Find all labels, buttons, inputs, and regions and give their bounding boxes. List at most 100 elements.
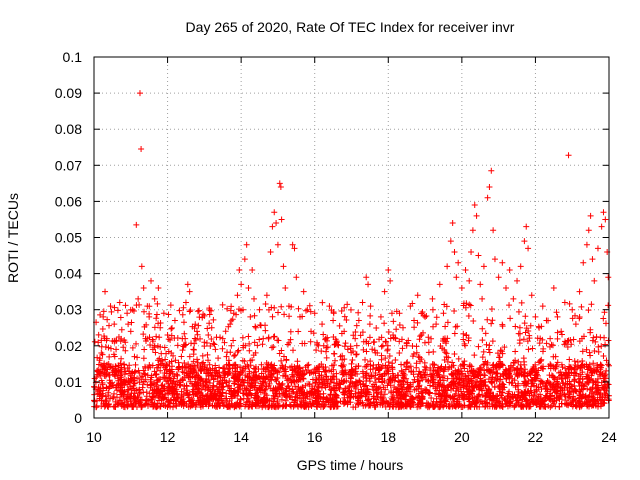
- data-point: [195, 322, 202, 329]
- data-point: [399, 345, 406, 352]
- data-point: [458, 368, 465, 375]
- data-point: [438, 363, 445, 370]
- data-point: [444, 358, 451, 365]
- data-point: [344, 301, 351, 308]
- data-point: [466, 362, 473, 369]
- data-point: [440, 310, 447, 317]
- data-point: [159, 390, 166, 397]
- data-point: [479, 337, 486, 344]
- data-point: [440, 373, 447, 380]
- data-point: [367, 312, 374, 319]
- data-point: [359, 329, 366, 336]
- data-point: [252, 399, 259, 406]
- data-point: [421, 359, 428, 366]
- data-point: [420, 312, 427, 319]
- data-point: [125, 394, 132, 401]
- data-point: [594, 384, 601, 391]
- data-point: [430, 323, 437, 330]
- data-point: [554, 329, 561, 336]
- data-point: [465, 404, 472, 411]
- data-point: [165, 374, 172, 381]
- data-point: [597, 366, 604, 373]
- data-point: [191, 340, 198, 347]
- data-point: [350, 404, 357, 411]
- data-point: [313, 347, 320, 354]
- data-point: [485, 346, 492, 353]
- data-point: [197, 335, 204, 342]
- data-point: [489, 317, 496, 324]
- y-tick-label: 0.09: [55, 85, 82, 101]
- data-point: [591, 347, 598, 354]
- data-point: [392, 357, 399, 364]
- data-point: [557, 384, 564, 391]
- data-point: [596, 371, 603, 378]
- data-point: [363, 338, 370, 345]
- data-point: [525, 245, 532, 252]
- data-point: [234, 374, 241, 381]
- y-axis-ticks: 0 0.01 0.02 0.03 0.04 0.05 0.06 0.07 0.08 0.09 0.1: [55, 49, 609, 426]
- data-point: [167, 377, 174, 384]
- data-point: [493, 403, 500, 410]
- data-point: [257, 389, 264, 396]
- data-point: [186, 353, 193, 360]
- data-point: [181, 360, 188, 367]
- data-point: [127, 378, 134, 385]
- data-point: [130, 385, 137, 392]
- data-point: [581, 400, 588, 407]
- data-point: [550, 353, 557, 360]
- data-point: [460, 392, 467, 399]
- data-point: [588, 390, 595, 397]
- data-point: [533, 400, 540, 407]
- data-point: [554, 390, 561, 397]
- data-point: [441, 301, 448, 308]
- data-point: [545, 402, 552, 409]
- data-point: [136, 390, 143, 397]
- data-point: [381, 371, 388, 378]
- data-point: [219, 345, 226, 352]
- data-point: [451, 248, 458, 255]
- data-point: [465, 395, 472, 402]
- data-point: [588, 372, 595, 379]
- data-point: [217, 374, 224, 381]
- data-point: [333, 339, 340, 346]
- data-point: [131, 369, 138, 376]
- data-point: [493, 370, 500, 377]
- data-point: [507, 367, 514, 374]
- data-point: [180, 341, 187, 348]
- data-point: [289, 241, 296, 248]
- data-point: [308, 383, 315, 390]
- data-point: [546, 382, 553, 389]
- data-point: [282, 387, 289, 394]
- data-point: [278, 216, 285, 223]
- data-point: [106, 377, 113, 384]
- data-point: [115, 334, 122, 341]
- data-point: [136, 90, 143, 97]
- data-point: [373, 364, 380, 371]
- data-point: [194, 308, 201, 315]
- data-point: [290, 388, 297, 395]
- data-point: [427, 402, 434, 409]
- data-point: [391, 377, 398, 384]
- data-point: [569, 306, 576, 313]
- data-point: [105, 401, 112, 408]
- data-point: [451, 350, 458, 357]
- data-point: [278, 385, 285, 392]
- data-point: [246, 368, 253, 375]
- data-point: [462, 304, 469, 311]
- data-point: [249, 266, 256, 273]
- data-point: [151, 324, 158, 331]
- data-point: [304, 362, 311, 369]
- data-point: [107, 395, 114, 402]
- data-point: [297, 376, 304, 383]
- data-point: [425, 389, 432, 396]
- data-point: [352, 390, 359, 397]
- data-point: [593, 333, 600, 340]
- data-point: [164, 362, 171, 369]
- data-point: [262, 300, 269, 307]
- data-point: [170, 397, 177, 404]
- data-point: [488, 320, 495, 327]
- data-point: [595, 387, 602, 394]
- data-point: [256, 384, 263, 391]
- data-point: [131, 353, 138, 360]
